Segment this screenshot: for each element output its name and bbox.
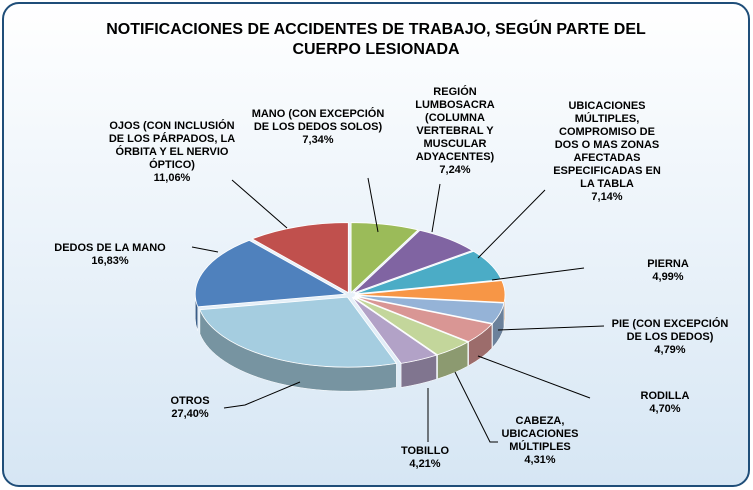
- data-label: OTROS 27,40%: [160, 395, 220, 421]
- slice: [199, 296, 398, 368]
- value-label: 7,34%: [302, 134, 334, 146]
- slice: [350, 222, 419, 294]
- data-label: PIE (CON EXCEPCIÓN DE LOS DEDOS) 4,79%: [608, 318, 733, 357]
- leader-line: [231, 179, 288, 229]
- leader-line: [477, 355, 591, 399]
- category-label: MANO (CON EXCEPCIÓN DE LOS DEDOS SOLOS): [251, 108, 385, 133]
- data-label: REGIÓN LUMBOSACRA (COLUMNA VERTEBRAL Y M…: [400, 86, 510, 177]
- leader-line: [491, 267, 585, 281]
- leader-line: [431, 183, 441, 233]
- slice: [352, 229, 474, 294]
- data-label: OJOS (CON INCLUSIÓN DE LOS PÁRPADOS, LA …: [102, 120, 242, 185]
- leader-line: [367, 177, 379, 233]
- chart-title: NOTIFICACIONES DE ACCIDENTES DE TRABAJO,…: [106, 21, 646, 58]
- value-label: 7,24%: [439, 164, 471, 176]
- category-label: OJOS (CON INCLUSIÓN DE LOS PÁRPADOS, LA …: [108, 120, 236, 171]
- value-label: 7,14%: [591, 191, 623, 203]
- leader-line: [223, 381, 301, 409]
- leader-line: [497, 325, 605, 331]
- category-label: CABEZA, UBICACIONES MÚLTIPLES: [501, 415, 579, 453]
- category-label: TOBILLO: [400, 445, 450, 457]
- slice: [251, 222, 349, 294]
- value-label: 4,99%: [652, 271, 684, 283]
- value-label: 27,40%: [171, 408, 209, 420]
- slice: [354, 295, 505, 324]
- category-label: UBICACIONES MÚLTIPLES, COMPROMISO DE DOS…: [553, 100, 661, 190]
- data-label: CABEZA, UBICACIONES MÚLTIPLES 4,31%: [490, 415, 590, 467]
- category-label: REGIÓN LUMBOSACRA (COLUMNA VERTEBRAL Y M…: [415, 86, 495, 163]
- category-label: DEDOS DE LA MANO: [54, 242, 166, 254]
- category-label: OTROS: [170, 395, 210, 407]
- leader-line: [191, 246, 219, 253]
- slice: [354, 295, 493, 343]
- value-label: 4,70%: [649, 403, 681, 415]
- category-label: PIERNA: [647, 258, 689, 270]
- data-label: TOBILLO 4,21%: [395, 445, 455, 471]
- data-label: PIERNA 4,99%: [638, 258, 698, 284]
- leader-line: [454, 371, 498, 443]
- data-label: DEDOS DE LA MANO 16,83%: [23, 242, 198, 268]
- slice: [354, 250, 502, 295]
- value-label: 16,83%: [91, 255, 129, 267]
- data-label: MANO (CON EXCEPCIÓN DE LOS DEDOS SOLOS) 7…: [251, 108, 386, 147]
- leader-line: [477, 189, 546, 259]
- category-label: RODILLA: [640, 390, 690, 402]
- data-label: RODILLA 4,70%: [630, 390, 700, 416]
- category-label: PIE (CON EXCEPCIÓN DE LOS DEDOS): [611, 318, 729, 343]
- data-label: UBICACIONES MÚLTIPLES, COMPROMISO DE DOS…: [548, 100, 666, 204]
- value-label: 4,31%: [524, 454, 556, 466]
- slice: [194, 239, 347, 308]
- value-label: 4,79%: [654, 344, 686, 356]
- slice: [353, 296, 469, 356]
- value-label: 11,06%: [153, 172, 191, 184]
- slice: [354, 280, 506, 303]
- value-label: 4,21%: [409, 458, 441, 470]
- slice: [351, 296, 438, 364]
